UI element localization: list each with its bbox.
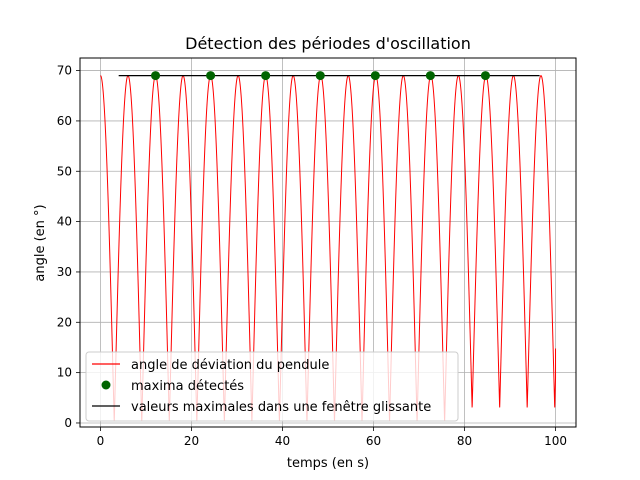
y-tick-label: 10 <box>57 366 72 380</box>
maxima-point <box>315 71 325 81</box>
maxima-point <box>370 71 380 81</box>
x-tick-label: 0 <box>97 434 105 448</box>
y-tick-label: 0 <box>64 416 72 430</box>
x-axis-ticks: 0 20 40 60 80 100 <box>97 427 567 448</box>
x-tick-label: 60 <box>366 434 381 448</box>
legend-box <box>85 351 459 422</box>
plot-frame <box>79 57 577 428</box>
x-tick-label: 20 <box>184 434 199 448</box>
x-tick-label: 40 <box>275 434 290 448</box>
maxima-point <box>206 71 216 81</box>
y-tick-label: 60 <box>57 114 72 128</box>
y-axis-label: angle (en °) <box>33 204 48 281</box>
legend: angle de déviation du pendule maxima dét… <box>85 351 459 422</box>
y-tick-label: 20 <box>57 315 72 329</box>
legend-label-maxima: maxima détectés <box>131 379 244 394</box>
maxima-point <box>425 71 435 81</box>
y-tick-label: 50 <box>57 164 72 178</box>
maxima-point <box>261 71 271 81</box>
maxima-point <box>151 71 161 81</box>
legend-label-window: valeurs maximales dans une fenêtre gliss… <box>131 400 431 415</box>
maxima-point <box>480 71 490 81</box>
x-axis-label: temps (en s) <box>287 456 369 471</box>
series-points-maxima <box>151 71 490 81</box>
series-line-angle <box>100 75 557 422</box>
y-axis-ticks: 0 10 20 30 40 50 60 70 <box>57 64 80 430</box>
x-tick-label: 100 <box>544 434 567 448</box>
chart-title: Détection des périodes d'oscillation <box>185 34 471 53</box>
legend-swatch-maxima <box>101 380 111 390</box>
y-tick-label: 40 <box>57 215 72 229</box>
y-tick-label: 70 <box>57 64 72 78</box>
y-tick-label: 30 <box>57 265 72 279</box>
plot-area <box>100 71 557 422</box>
x-tick-label: 80 <box>457 434 472 448</box>
legend-label-angle: angle de déviation du pendule <box>131 358 329 373</box>
